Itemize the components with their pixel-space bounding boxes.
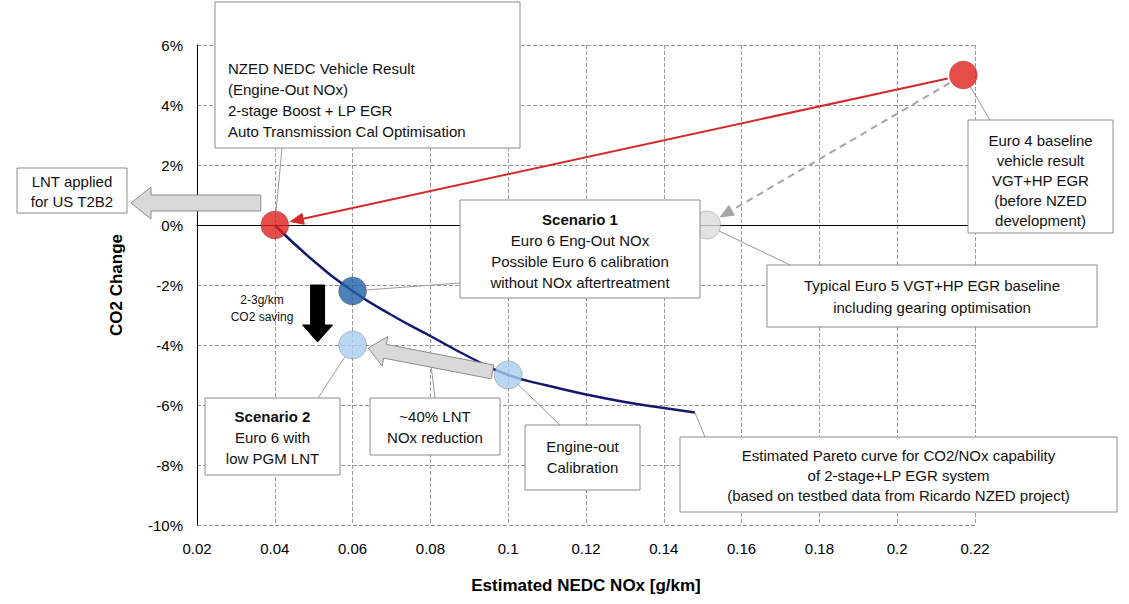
svg-text:0.14: 0.14 xyxy=(649,540,678,557)
svg-text:0.22: 0.22 xyxy=(960,540,989,557)
svg-text:Engine-out: Engine-out xyxy=(546,438,619,455)
svg-text:including gearing optimisation: including gearing optimisation xyxy=(833,299,1031,316)
svg-text:Typical Euro 5 VGT+HP EGR base: Typical Euro 5 VGT+HP EGR baseline xyxy=(804,277,1060,294)
svg-text:2%: 2% xyxy=(161,157,183,174)
svg-text:vehicle result: vehicle result xyxy=(997,152,1085,169)
svg-text:4%: 4% xyxy=(161,97,183,114)
svg-text:0.18: 0.18 xyxy=(805,540,834,557)
svg-text:-8%: -8% xyxy=(156,457,183,474)
svg-text:(based on testbed data from Ri: (based on testbed data from Ricardo NZED… xyxy=(727,487,1070,504)
svg-text:CO2 saving: CO2 saving xyxy=(231,310,294,324)
svg-text:Estimated Pareto curve for CO2: Estimated Pareto curve for CO2/NOx capab… xyxy=(742,447,1056,464)
svg-text:Auto Transmission Cal Optimisa: Auto Transmission Cal Optimisation xyxy=(228,123,466,140)
svg-text:0.02: 0.02 xyxy=(182,540,211,557)
svg-text:without NOx aftertreatment: without NOx aftertreatment xyxy=(489,274,670,291)
svg-text:0.06: 0.06 xyxy=(338,540,367,557)
svg-text:low PGM LNT: low PGM LNT xyxy=(226,450,319,467)
svg-text:Calibration: Calibration xyxy=(547,459,619,476)
svg-text:(Engine-Out NOx): (Engine-Out NOx) xyxy=(228,81,348,98)
svg-text:-10%: -10% xyxy=(148,517,183,534)
svg-text:Euro 6 with: Euro 6 with xyxy=(235,429,310,446)
svg-text:Euro 6 Eng-Out NOx: Euro 6 Eng-Out NOx xyxy=(511,232,650,249)
svg-text:development): development) xyxy=(995,212,1086,229)
svg-text:-4%: -4% xyxy=(156,337,183,354)
svg-text:0.16: 0.16 xyxy=(727,540,756,557)
svg-text:0.1: 0.1 xyxy=(498,540,519,557)
svg-text:2-3g/km: 2-3g/km xyxy=(240,293,283,307)
svg-text:2-stage Boost + LP EGR: 2-stage Boost + LP EGR xyxy=(228,102,393,119)
svg-text:NOx reduction: NOx reduction xyxy=(387,429,483,446)
svg-text:~40% LNT: ~40% LNT xyxy=(399,408,470,425)
svg-text:(before NZED: (before NZED xyxy=(994,192,1087,209)
svg-text:of 2-stage+LP EGR system: of 2-stage+LP EGR system xyxy=(808,467,990,484)
svg-text:0.08: 0.08 xyxy=(416,540,445,557)
svg-text:0.2: 0.2 xyxy=(887,540,908,557)
svg-text:6%: 6% xyxy=(161,37,183,54)
svg-text:0%: 0% xyxy=(161,217,183,234)
svg-text:for US T2B2: for US T2B2 xyxy=(31,193,113,210)
svg-text:-6%: -6% xyxy=(156,397,183,414)
svg-text:-2%: -2% xyxy=(156,277,183,294)
svg-text:Possible Euro 6 calibration: Possible Euro 6 calibration xyxy=(491,253,669,270)
svg-text:NZED NEDC Vehicle Result: NZED NEDC Vehicle Result xyxy=(228,60,416,77)
svg-text:Scenario 2: Scenario 2 xyxy=(235,408,311,425)
svg-text:Estimated NEDC NOx [g/km]: Estimated NEDC NOx [g/km] xyxy=(471,576,701,595)
svg-text:LNT applied: LNT applied xyxy=(32,173,113,190)
svg-text:Euro 4 baseline: Euro 4 baseline xyxy=(988,132,1092,149)
svg-text:Scenario 1: Scenario 1 xyxy=(542,211,618,228)
svg-text:0.12: 0.12 xyxy=(571,540,600,557)
svg-text:VGT+HP EGR: VGT+HP EGR xyxy=(992,172,1089,189)
svg-text:CO2 Change: CO2 Change xyxy=(107,234,126,336)
svg-text:0.04: 0.04 xyxy=(260,540,289,557)
